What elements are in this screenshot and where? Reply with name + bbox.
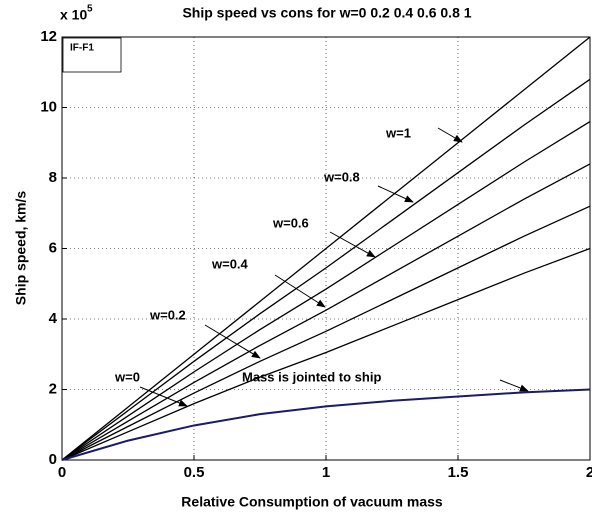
series-line [61, 121, 591, 461]
annotation-arrow [499, 379, 529, 392]
y-tick-label: 4 [49, 310, 58, 327]
x-tick-label: 1.5 [448, 464, 469, 481]
annotation: w=0.8 [323, 169, 360, 184]
y-tick-label: 12 [40, 28, 57, 45]
chart-title: Ship speed vs cons for w=0 0.2 0.4 0.6 0… [182, 5, 471, 21]
series-line [61, 78, 591, 461]
annotation: w=0.6 [272, 215, 309, 230]
y-tick-label: 10 [40, 98, 57, 115]
annotation-arrow [329, 231, 376, 258]
x-tick-label: 0.5 [184, 464, 205, 481]
x-tick-label: 1 [322, 464, 330, 481]
legend-box [62, 37, 122, 73]
series-line [61, 163, 591, 461]
annotation: w=1 [385, 125, 411, 140]
series-line [61, 205, 591, 461]
series-line [61, 36, 591, 461]
annotation: w=0 [114, 369, 140, 384]
annotation: w=0.4 [211, 256, 249, 271]
y-tick-label: 2 [49, 380, 57, 397]
y-axis-label: Ship speed, km/s [13, 191, 29, 306]
annotation-arrow [437, 127, 463, 143]
x-tick-label: 0 [58, 464, 66, 481]
y-tick-label: 8 [49, 169, 57, 186]
annotation-arrow [139, 386, 188, 407]
annotation-arrow [377, 185, 414, 203]
annotation: w=0.2 [149, 307, 186, 322]
y-exponent: 5 [87, 4, 93, 15]
y-tick-label: 0 [49, 451, 57, 468]
series-line [61, 388, 591, 461]
series-line [61, 247, 591, 461]
y-exponent-base: x 10 [60, 7, 87, 23]
x-tick-label: 2 [586, 464, 592, 481]
annotation: Mass is jointed to ship [242, 369, 381, 384]
annotation-arrow [204, 324, 261, 359]
annotation-arrow [274, 274, 326, 308]
x-axis-label: Relative Consumption of vacuum mass [181, 494, 443, 510]
y-tick-label: 6 [49, 239, 57, 256]
legend-text: IF-F1 [70, 43, 94, 54]
